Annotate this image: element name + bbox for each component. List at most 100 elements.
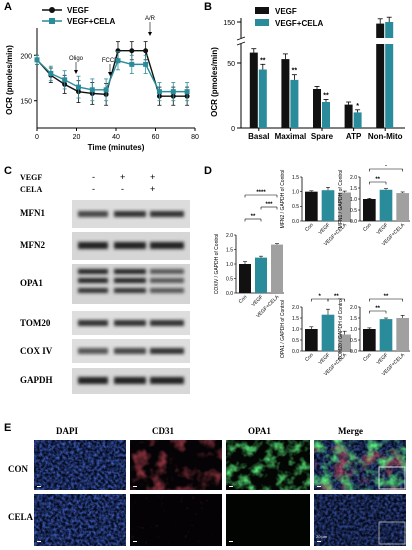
b-ytick-0: 0	[231, 126, 235, 133]
a-xlabel: Time (minutes)	[88, 143, 145, 152]
c-cela-sign-1: -	[92, 184, 95, 194]
a-point	[129, 48, 135, 54]
d-ytick-label: 2.0	[350, 175, 357, 181]
a-ylabel: OCR (pmoles/min)	[5, 45, 14, 115]
e-image-con-dapi	[34, 440, 126, 490]
d-sig-label: **	[334, 294, 339, 300]
e-image-cela-dapi	[34, 494, 126, 546]
d-bar	[271, 244, 283, 293]
c-protein-gapdh: GAPDH	[20, 375, 53, 385]
panel-e-immunofluorescence: DAPI CD31 OPA1 Merge CON CELA	[0, 420, 412, 550]
d-subplot: 0.0 0.5 1.0 1.5 2.0 MFN1 / GAPDH of Control Co…	[338, 165, 410, 247]
c-protein-coxiv: COX IV	[20, 346, 53, 356]
d-ytick-label: 1.5	[292, 316, 299, 322]
d-group-label: Con	[304, 352, 315, 363]
d-sig-label: **	[251, 214, 256, 220]
annot-fccp: FCCP	[102, 58, 118, 64]
d-ytick-label: 0.5	[292, 338, 299, 344]
b-bar	[353, 112, 362, 128]
b-ytick-150: 150	[223, 20, 235, 27]
e-image-cela-merge	[314, 494, 406, 546]
d-ytick-label: 2.0	[226, 233, 233, 239]
a-point	[34, 57, 40, 63]
panel-label-e: E	[4, 422, 12, 434]
d-subplot-coxiv: 0.0 0.5 1.0 1.5 2.0 COXIV / GAPDH of Control C…	[214, 190, 284, 319]
d-ytick-label: 0.0	[350, 219, 357, 225]
c-row-label-vegf: VEGF	[20, 173, 43, 182]
d-bar	[379, 189, 393, 221]
e-image-con-cd31	[130, 440, 222, 490]
a-series-line	[36, 59, 188, 93]
d-group-label: Con	[238, 294, 249, 305]
d-ytick-label: 0.0	[292, 349, 299, 355]
d-sig-label: ***	[265, 202, 273, 208]
d-ytick-label: 0.0	[350, 349, 357, 355]
d-bar	[239, 264, 251, 293]
d-bar	[396, 193, 409, 221]
a-xtick-label: 0	[35, 134, 39, 141]
d-group-label: Con	[362, 352, 373, 363]
d-bar	[321, 190, 335, 221]
d-ylabel: MFN2 / GAPDH of Control	[280, 170, 286, 229]
d-bar	[396, 318, 409, 351]
a-point	[143, 48, 149, 54]
b-bar	[313, 89, 321, 128]
a-point	[62, 77, 68, 83]
b-sig-label: **	[323, 92, 329, 99]
a-point	[170, 89, 176, 95]
e-scale-label: 20 μm	[316, 534, 328, 539]
e-image-con-opa1	[226, 440, 310, 490]
d-sig-label: **	[384, 294, 389, 300]
d-ytick-label: 1.0	[292, 189, 299, 195]
c-protein-mfn1: MFN1	[20, 208, 45, 218]
c-vegf-sign-3: +	[150, 172, 156, 182]
d-bar	[363, 199, 376, 221]
e-col-dapi: DAPI	[56, 426, 78, 436]
b-bar	[258, 69, 267, 128]
d-bar	[338, 334, 351, 351]
e-row-con: CON	[8, 464, 28, 474]
d-group-label: VEGF	[376, 222, 390, 236]
d-ytick-label: 2.0	[350, 305, 357, 311]
e-image-cela-cd31	[130, 494, 222, 546]
d-bar	[363, 329, 376, 351]
panel-label-d: D	[204, 165, 212, 177]
legend-b: VEGF VEGF+CELA	[255, 7, 323, 28]
legend-a-vegf: VEGF	[67, 6, 89, 15]
a-point	[89, 87, 95, 93]
a-point	[115, 58, 121, 64]
e-image-con-merge	[314, 440, 406, 490]
b-bar	[249, 52, 258, 128]
b-category-label: ATP	[346, 132, 362, 141]
d-coxiv-chart	[200, 165, 201, 166]
d-group-label: Con	[362, 222, 373, 233]
e-col-opa1: OPA1	[248, 426, 271, 436]
d-ylabel: OPA1 / GAPDH of Control	[280, 300, 286, 358]
a-xtick-label: 80	[191, 134, 199, 141]
d-ytick-label: 0.5	[292, 204, 299, 210]
d-ylabel: MFN1 / GAPDH of Control	[338, 170, 344, 229]
e-image-cela-opa1	[226, 494, 310, 546]
d-sig-label: **	[375, 177, 380, 183]
c-row-label-cela: CELA	[20, 185, 43, 194]
c-vegf-sign-1: -	[92, 172, 95, 182]
b-bar-upper	[376, 23, 385, 38]
e-col-merge: Merge	[338, 426, 363, 436]
a-ytick-label: 150	[20, 99, 32, 106]
legend-b-cela: VEGF+CELA	[275, 19, 323, 28]
b-bar	[344, 104, 353, 128]
b-bar	[281, 59, 290, 128]
c-protein-opa1: OPA1	[20, 278, 43, 288]
d-bar	[255, 257, 267, 293]
b-category-label: Basal	[248, 132, 269, 141]
b-sig-label: **	[260, 57, 266, 64]
b-ytick-50: 50	[227, 61, 235, 68]
b-bar-upper	[385, 22, 394, 38]
panel-c-western-blot: VEGF CELA - + + - - +	[0, 165, 200, 415]
a-point	[48, 70, 54, 76]
panel-a-line-chart: VEGF VEGF+CELA 150 200 0 20 40 60 80 OCR (pmo…	[5, 6, 199, 152]
b-category-label: Spare	[311, 132, 334, 141]
d-group-label: VEGF	[251, 294, 265, 308]
legend-b-vegf: VEGF	[275, 7, 297, 16]
